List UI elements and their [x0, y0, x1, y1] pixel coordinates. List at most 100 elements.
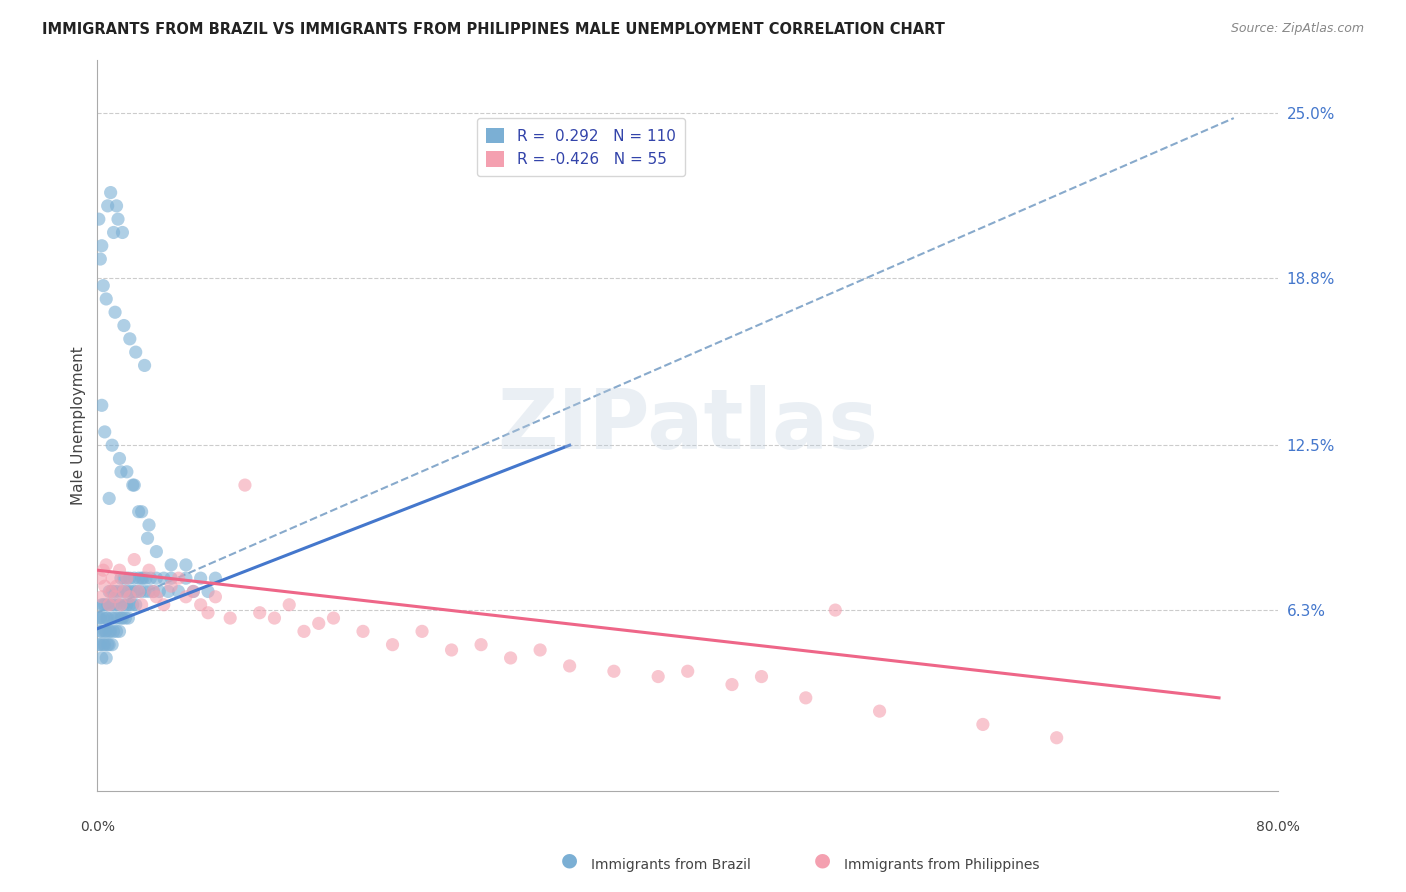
Point — [100, 186, 122, 200]
Point — [145, 571, 167, 585]
Text: Source: ZipAtlas.com: Source: ZipAtlas.com — [1230, 22, 1364, 36]
Point — [676, 665, 699, 679]
Point — [115, 571, 138, 585]
Point — [90, 651, 112, 665]
Point — [100, 584, 122, 599]
Point — [93, 624, 115, 639]
Text: IMMIGRANTS FROM BRAZIL VS IMMIGRANTS FROM PHILIPPINES MALE UNEMPLOYMENT CORRELAT: IMMIGRANTS FROM BRAZIL VS IMMIGRANTS FRO… — [42, 22, 945, 37]
Point — [91, 598, 114, 612]
Point — [101, 438, 124, 452]
Point — [103, 226, 125, 240]
Point — [118, 571, 141, 585]
Point — [122, 584, 145, 599]
Point — [110, 598, 132, 612]
Point — [115, 465, 138, 479]
Point — [90, 598, 112, 612]
Point — [101, 638, 124, 652]
Point — [104, 584, 127, 599]
Point — [128, 505, 150, 519]
Point — [98, 624, 121, 639]
Point — [308, 616, 330, 631]
Point — [103, 624, 125, 639]
Point — [249, 606, 271, 620]
Point — [120, 584, 142, 599]
Point — [263, 611, 285, 625]
Point — [197, 584, 219, 599]
Point — [128, 571, 150, 585]
Point — [139, 571, 162, 585]
Point — [440, 643, 463, 657]
Point — [118, 598, 141, 612]
Point — [142, 584, 165, 599]
Point — [90, 624, 112, 639]
Point — [174, 590, 197, 604]
Point — [96, 292, 118, 306]
Point — [97, 598, 120, 612]
Point — [105, 598, 128, 612]
Point — [174, 558, 197, 572]
Point — [101, 611, 124, 625]
Point — [1046, 731, 1069, 745]
Point — [93, 579, 115, 593]
Point — [204, 590, 226, 604]
Point — [160, 571, 183, 585]
Point — [127, 584, 149, 599]
Point — [131, 571, 153, 585]
Point — [529, 643, 551, 657]
Point — [118, 332, 141, 346]
Point — [107, 584, 129, 599]
Text: 0.0%: 0.0% — [80, 820, 115, 834]
Point — [160, 579, 183, 593]
Point — [411, 624, 433, 639]
Point — [558, 659, 581, 673]
Point — [125, 345, 148, 359]
Point — [96, 651, 118, 665]
Text: Immigrants from Philippines: Immigrants from Philippines — [844, 858, 1039, 872]
Point — [108, 563, 131, 577]
Point — [97, 611, 120, 625]
Point — [101, 571, 124, 585]
Point — [136, 531, 159, 545]
Point — [148, 584, 170, 599]
Point — [112, 598, 135, 612]
Point — [91, 638, 114, 652]
Point — [352, 624, 374, 639]
Point — [87, 212, 110, 227]
Text: ●: ● — [561, 851, 578, 870]
Point — [90, 398, 112, 412]
Point — [167, 571, 190, 585]
Text: 80.0%: 80.0% — [1256, 820, 1301, 834]
Point — [499, 651, 522, 665]
Point — [134, 584, 156, 599]
Point — [93, 598, 115, 612]
Point — [204, 571, 226, 585]
Point — [107, 212, 129, 227]
Point — [135, 571, 157, 585]
Point — [721, 677, 744, 691]
Point — [145, 590, 167, 604]
Point — [138, 518, 160, 533]
Point — [96, 611, 118, 625]
Point — [89, 611, 111, 625]
Point — [107, 611, 129, 625]
Point — [142, 584, 165, 599]
Point — [115, 598, 138, 612]
Text: Immigrants from Brazil: Immigrants from Brazil — [591, 858, 751, 872]
Point — [89, 638, 111, 652]
Point — [117, 584, 139, 599]
Text: ZIPatlas: ZIPatlas — [498, 384, 879, 466]
Point — [129, 584, 152, 599]
Point — [122, 478, 145, 492]
Point — [197, 606, 219, 620]
Point — [105, 199, 128, 213]
Point — [104, 305, 127, 319]
Point — [100, 598, 122, 612]
Point — [114, 611, 136, 625]
Point — [110, 465, 132, 479]
Point — [96, 558, 118, 572]
Point — [118, 590, 141, 604]
Point — [87, 611, 110, 625]
Point — [121, 478, 143, 492]
Point — [98, 638, 121, 652]
Point — [98, 598, 121, 612]
